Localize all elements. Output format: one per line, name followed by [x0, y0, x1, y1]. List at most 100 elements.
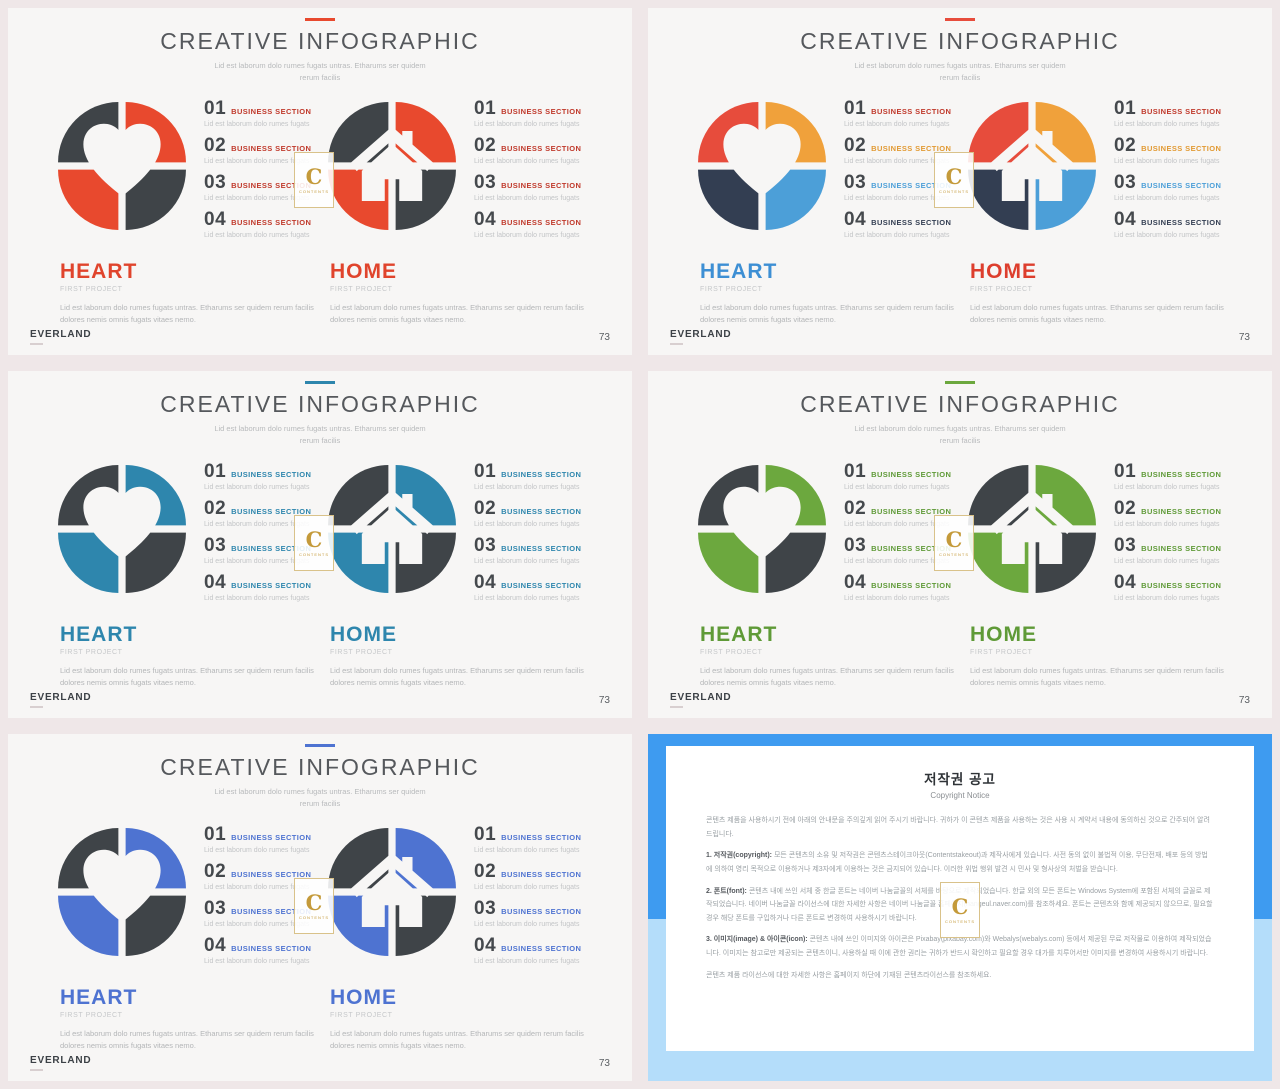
home-business-list: 01 BUSINESS SECTION Lid est laborum dolo r… — [1114, 98, 1254, 246]
item-label: BUSINESS SECTION — [1141, 218, 1222, 227]
item-desc: Lid est laborum dolo rumes fugats — [204, 121, 310, 128]
heart-circle-svg — [58, 102, 186, 230]
slide-subtitle-line1: Lid est laborum dolo rumes fugats untras… — [854, 424, 1066, 433]
list-item: 02 BUSINESS SECTION Lid est laborum dolo r… — [204, 135, 344, 165]
item-label: BUSINESS SECTION — [1141, 181, 1222, 190]
pie-quadrant-top-left — [328, 102, 389, 163]
slide-subtitle-line2: rerum facilis — [299, 72, 341, 82]
heart-project-block: HEART FIRST PROJECT Lid est laborum dolo… — [60, 986, 340, 1051]
title-accent-dash — [945, 18, 975, 21]
slide-header: CREATIVE INFOGRAPHIC Lid est laborum dol… — [8, 18, 632, 83]
watermark-logo: C CONTENTS — [294, 878, 334, 934]
list-item: 03 BUSINESS SECTION Lid est laborum dolo r… — [204, 535, 344, 565]
watermark-caption: CONTENTS — [945, 919, 975, 924]
pie-quadrant-bottom-left — [698, 532, 759, 593]
home-business-list: 01 BUSINESS SECTION Lid est laborum dolo r… — [474, 824, 614, 972]
item-desc: Lid est laborum dolo rumes fugats — [844, 595, 950, 602]
item-desc: Lid est laborum dolo rumes fugats — [204, 921, 310, 928]
item-number: 01 — [474, 98, 497, 119]
heart-icon — [723, 486, 801, 560]
item-label: BUSINESS SECTION — [871, 507, 952, 516]
heart-project-block: HEART FIRST PROJECT Lid est laborum dolo… — [700, 260, 980, 325]
list-item: 01 BUSINESS SECTION Lid est laborum dolo r… — [844, 461, 984, 491]
watermark-logo: C CONTENTS — [294, 515, 334, 571]
list-item: 03 BUSINESS SECTION Lid est laborum dolo r… — [204, 898, 344, 928]
item-desc: Lid est laborum dolo rumes fugats — [1114, 232, 1220, 239]
item-desc: Lid est laborum dolo rumes fugats — [1114, 558, 1220, 565]
heart-circle-svg — [58, 828, 186, 956]
item-desc: Lid est laborum dolo rumes fugats — [204, 595, 310, 602]
item-label: BUSINESS SECTION — [501, 581, 582, 590]
item-number: 04 — [844, 572, 867, 593]
home-project-block: HOME FIRST PROJECT Lid est laborum dolo … — [330, 986, 610, 1051]
item-label: BUSINESS SECTION — [501, 944, 582, 953]
item-desc: Lid est laborum dolo rumes fugats — [1114, 195, 1220, 202]
item-number: 01 — [474, 824, 497, 845]
slide-title: CREATIVE INFOGRAPHIC — [160, 754, 480, 780]
infographic-slide[interactable]: CREATIVE INFOGRAPHIC Lid est laborum dol… — [8, 734, 632, 1081]
infographic-slide[interactable]: CREATIVE INFOGRAPHIC Lid est laborum dol… — [8, 371, 632, 718]
house-icon — [350, 489, 434, 564]
item-number: 04 — [844, 209, 867, 230]
item-desc: Lid est laborum dolo rumes fugats — [844, 121, 950, 128]
house-icon — [350, 852, 434, 927]
item-number: 02 — [474, 498, 497, 519]
pie-quadrant-bottom-right — [125, 895, 186, 956]
copyright-paragraph: 3. 이미지(image) & 아이콘(icon): 콘텐츠 내에 쓰인 이미지… — [706, 936, 1212, 958]
slide-cell-2: CREATIVE INFOGRAPHIC Lid est laborum dol… — [640, 0, 1280, 363]
item-label: BUSINESS SECTION — [231, 218, 312, 227]
home-project-subtitle: FIRST PROJECT — [970, 286, 1033, 293]
item-number: 04 — [474, 935, 497, 956]
item-label: BUSINESS SECTION — [871, 144, 952, 153]
item-number: 03 — [844, 535, 867, 556]
item-number: 02 — [204, 861, 227, 882]
heart-project-desc: Lid est laborum dolo rumes fugats untras… — [700, 666, 954, 687]
item-label: BUSINESS SECTION — [871, 544, 952, 553]
home-circle-svg — [968, 465, 1096, 593]
item-number: 02 — [204, 498, 227, 519]
item-label: BUSINESS SECTION — [501, 470, 582, 479]
heart-heading: HEART — [60, 623, 138, 646]
slide-subtitle-line2: rerum facilis — [299, 798, 341, 808]
item-label: BUSINESS SECTION — [501, 833, 582, 842]
infographic-slide[interactable]: CREATIVE INFOGRAPHIC Lid est laborum dol… — [8, 8, 632, 355]
slide-subtitle-line1: Lid est laborum dolo rumes fugats untras… — [214, 424, 426, 433]
slide-cell-4: CREATIVE INFOGRAPHIC Lid est laborum dol… — [640, 363, 1280, 726]
home-project-desc: Lid est laborum dolo rumes fugats untras… — [330, 1029, 584, 1050]
item-label: BUSINESS SECTION — [1141, 581, 1222, 590]
item-label: BUSINESS SECTION — [501, 544, 582, 553]
list-item: 04 BUSINESS SECTION Lid est laborum dolo r… — [204, 572, 344, 602]
list-item: 04 BUSINESS SECTION Lid est laborum dolo r… — [844, 572, 984, 602]
slide-title: CREATIVE INFOGRAPHIC — [160, 28, 480, 54]
list-item: 02 BUSINESS SECTION Lid est laborum dolo r… — [1114, 498, 1254, 528]
item-label: BUSINESS SECTION — [501, 107, 582, 116]
heart-project-desc: Lid est laborum dolo rumes fugats untras… — [60, 303, 314, 324]
heart-infographic — [692, 459, 832, 599]
home-project-subtitle: FIRST PROJECT — [970, 649, 1033, 656]
infographic-slide[interactable]: CREATIVE INFOGRAPHIC Lid est laborum dol… — [648, 8, 1272, 355]
home-project-subtitle: FIRST PROJECT — [330, 1012, 393, 1019]
page-number: 73 — [598, 1058, 610, 1069]
item-label: BUSINESS SECTION — [231, 833, 312, 842]
house-icon — [350, 126, 434, 201]
item-desc: Lid est laborum dolo rumes fugats — [204, 484, 310, 491]
home-project-desc: Lid est laborum dolo rumes fugats untras… — [330, 666, 584, 687]
home-project-desc: Lid est laborum dolo rumes fugats untras… — [970, 666, 1224, 687]
item-desc: Lid est laborum dolo rumes fugats — [204, 195, 310, 202]
item-label: BUSINESS SECTION — [501, 907, 582, 916]
list-item: 01 BUSINESS SECTION Lid est laborum dolo r… — [474, 824, 614, 854]
item-number: 01 — [204, 98, 227, 119]
watermark-caption: CONTENTS — [299, 189, 329, 194]
infographic-slide[interactable]: CREATIVE INFOGRAPHIC Lid est laborum dol… — [648, 371, 1272, 718]
page-number: 73 — [598, 332, 610, 343]
watermark-logo: C CONTENTS — [294, 152, 334, 208]
item-desc: Lid est laborum dolo rumes fugats — [474, 558, 580, 565]
heart-circle-svg — [58, 465, 186, 593]
item-number: 01 — [204, 824, 227, 845]
heart-heading: HEART — [700, 623, 778, 646]
item-label: BUSINESS SECTION — [1141, 507, 1222, 516]
copyright-slide[interactable]: 저작권 공고 Copyright Notice 콘텐츠 제품을 사용하시기 전에… — [648, 734, 1272, 1081]
watermark-letter: C — [945, 527, 963, 552]
home-project-desc: Lid est laborum dolo rumes fugats untras… — [970, 303, 1224, 324]
list-item: 01 BUSINESS SECTION Lid est laborum dolo r… — [1114, 98, 1254, 128]
